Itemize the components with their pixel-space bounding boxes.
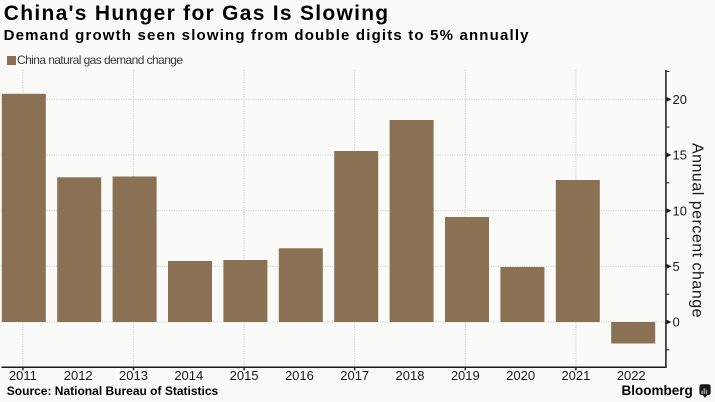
svg-text:5: 5 [673, 259, 680, 274]
svg-text:2011: 2011 [9, 368, 37, 383]
svg-text:2015: 2015 [230, 368, 259, 383]
svg-text:20: 20 [673, 92, 687, 107]
svg-text:Annual percent change: Annual percent change [689, 143, 706, 318]
svg-text:2016: 2016 [285, 368, 314, 383]
svg-text:2019: 2019 [451, 368, 480, 383]
svg-text:2017: 2017 [340, 368, 369, 383]
svg-text:2022: 2022 [617, 368, 646, 383]
svg-text:2013: 2013 [119, 368, 148, 383]
svg-text:15: 15 [673, 148, 687, 163]
svg-text:2012: 2012 [64, 368, 93, 383]
svg-text:0: 0 [673, 315, 680, 330]
svg-text:2018: 2018 [396, 368, 425, 383]
svg-text:2014: 2014 [174, 368, 203, 383]
svg-text:2021: 2021 [561, 368, 590, 383]
svg-text:2020: 2020 [506, 368, 535, 383]
svg-text:10: 10 [673, 203, 687, 218]
